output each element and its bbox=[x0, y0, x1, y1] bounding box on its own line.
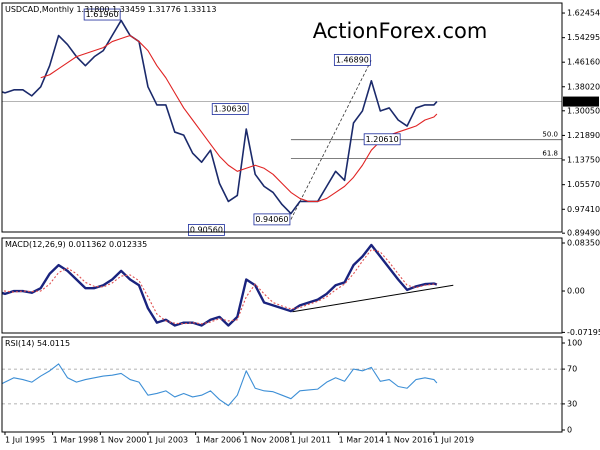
annotation-label: 1.30630 bbox=[214, 105, 247, 114]
indicator-value: 0.012335 bbox=[109, 240, 147, 249]
panel-frame bbox=[1, 2, 563, 233]
series-line bbox=[2, 19, 438, 215]
title: MACD(12,26,9) bbox=[5, 240, 66, 249]
panel-title: USDCAD,Monthly 1.31800 1.33459 1.31776 1… bbox=[5, 5, 216, 14]
price-annotation bbox=[211, 103, 249, 115]
panel bbox=[2, 363, 562, 407]
title: RSI(14) bbox=[5, 339, 34, 348]
y-tick-label: 0.083505 bbox=[567, 239, 600, 248]
y-tick-label: 0 bbox=[567, 425, 572, 434]
panel-title: MACD(12,26,9) 0.011362 0.012335 bbox=[5, 240, 147, 249]
fib-label: 50.0 bbox=[542, 131, 558, 139]
ohlc-value: 1.31776 bbox=[148, 5, 181, 14]
fib-label: 61.8 bbox=[542, 149, 558, 157]
x-tick-label: 1 Jul 1995 bbox=[5, 436, 45, 445]
x-tick-label: 1 Mar 1998 bbox=[53, 436, 99, 445]
y-tick-label: 1.30050 bbox=[567, 106, 600, 115]
y-tick-label: 1.54295 bbox=[567, 33, 600, 42]
y-tick-label: 30 bbox=[567, 399, 577, 408]
y-tick-label: 0.97410 bbox=[567, 205, 600, 214]
annotation-label: 0.94060 bbox=[255, 215, 288, 224]
last-price-label: 1.33113 bbox=[566, 97, 599, 106]
annotation-label: 0.90560 bbox=[190, 225, 223, 234]
indicator-value: 54.0115 bbox=[37, 339, 70, 348]
x-tick-label: 1 Nov 2016 bbox=[386, 436, 432, 445]
ohlc-value: 1.33113 bbox=[183, 5, 216, 14]
price-annotation bbox=[363, 133, 401, 146]
annotation-label: 1.46890 bbox=[336, 55, 369, 64]
x-tick-label: 1 Mar 2006 bbox=[196, 436, 242, 445]
y-tick-label: 70 bbox=[567, 365, 577, 374]
panel-frame bbox=[1, 237, 563, 334]
y-tick-label: 100 bbox=[567, 339, 582, 348]
x-tick-label: 1 Jul 2011 bbox=[291, 436, 331, 445]
price-annotation bbox=[83, 8, 121, 21]
series-line bbox=[2, 243, 438, 327]
last-price-box bbox=[563, 96, 599, 107]
x-tick-label: 1 Jul 2019 bbox=[434, 436, 474, 445]
y-tick-label: 1.21890 bbox=[567, 131, 600, 140]
series-line bbox=[2, 363, 438, 407]
series-line bbox=[40, 34, 438, 203]
title: USDCAD,Monthly bbox=[5, 5, 74, 14]
trendline bbox=[292, 284, 454, 313]
y-tick-label: 1.62454 bbox=[567, 9, 600, 18]
panel bbox=[2, 19, 562, 220]
series-line bbox=[2, 249, 437, 325]
indicator-value: 0.011362 bbox=[68, 240, 106, 249]
ohlc-value: 1.33459 bbox=[112, 5, 145, 14]
y-tick-label: 1.13750 bbox=[567, 155, 600, 164]
x-tick-label: 1 Jul 2003 bbox=[148, 436, 188, 445]
y-tick-label: -0.07195 bbox=[567, 328, 600, 337]
y-tick-label: 1.38020 bbox=[567, 82, 600, 91]
y-tick-label: 1.05570 bbox=[567, 180, 600, 189]
watermark: ActionForex.com bbox=[313, 19, 488, 43]
x-tick-label: 1 Nov 2008 bbox=[243, 436, 289, 445]
y-tick-label: 0.00 bbox=[567, 287, 585, 296]
y-tick-label: 0.89490 bbox=[567, 229, 600, 238]
panel bbox=[2, 243, 454, 327]
y-tick-label: 1.46160 bbox=[567, 58, 600, 67]
price-annotation bbox=[188, 224, 225, 236]
x-tick-label: 1 Mar 2014 bbox=[339, 436, 385, 445]
panel-frame bbox=[1, 336, 563, 433]
x-tick-label: 1 Nov 2000 bbox=[100, 436, 146, 445]
panel-title: RSI(14) 54.0115 bbox=[5, 339, 70, 348]
annotation-label: 1.20610 bbox=[366, 135, 399, 144]
ohlc-value: 1.31800 bbox=[76, 5, 109, 14]
price-annotation bbox=[253, 213, 291, 226]
price-annotation bbox=[333, 54, 371, 66]
annotation-label: 1.61960 bbox=[86, 10, 119, 19]
